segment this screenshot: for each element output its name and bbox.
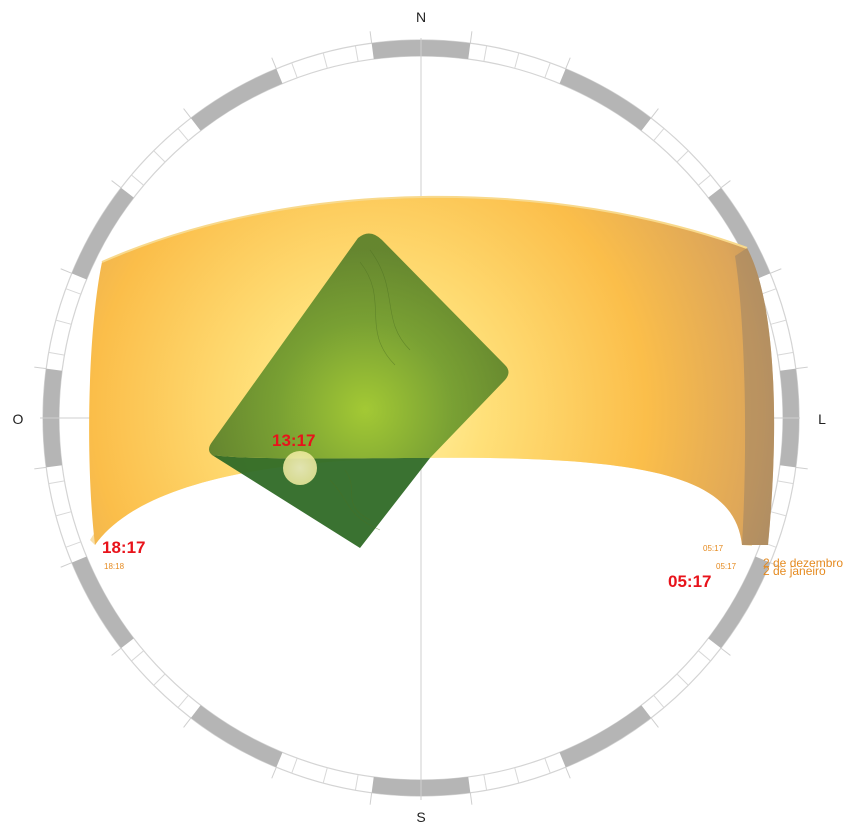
ring-segment bbox=[559, 705, 652, 768]
ring-long-tick bbox=[795, 466, 808, 470]
ring-tick bbox=[291, 62, 298, 79]
ring-long-tick bbox=[770, 268, 782, 274]
ring-long-tick bbox=[34, 366, 47, 370]
ring-long-tick bbox=[795, 366, 808, 370]
ring-tick bbox=[48, 351, 65, 356]
ring-tick bbox=[354, 774, 359, 791]
ring-segment bbox=[71, 187, 134, 280]
ring-segment bbox=[708, 187, 771, 280]
ring-long-tick bbox=[720, 647, 731, 656]
ring-long-tick bbox=[60, 562, 72, 568]
sunset-time-label: 18:17 bbox=[102, 538, 145, 557]
ring-tick bbox=[354, 45, 359, 62]
ring-tick bbox=[676, 150, 689, 163]
ring-tick bbox=[55, 319, 72, 325]
compass-south-label: S bbox=[416, 809, 425, 825]
sunrise-time-label: 05:17 bbox=[668, 572, 711, 591]
ring-tick bbox=[653, 694, 665, 708]
ring-segment bbox=[190, 68, 283, 131]
ring-long-tick bbox=[770, 562, 782, 568]
panel-upper bbox=[209, 233, 509, 459]
ring-tick bbox=[777, 480, 794, 485]
ring-tick bbox=[322, 767, 328, 784]
ring-segment bbox=[71, 556, 134, 649]
ring-long-ticks bbox=[34, 31, 808, 805]
ring-tick bbox=[153, 673, 166, 686]
ring-tick bbox=[697, 650, 711, 662]
ring-tick bbox=[291, 757, 298, 774]
ring-long-tick bbox=[183, 717, 192, 728]
panel-shadow-lower bbox=[212, 455, 430, 548]
ring-tick bbox=[483, 45, 488, 62]
ring-long-tick bbox=[469, 31, 473, 44]
ring-tick bbox=[653, 128, 665, 142]
ring-tick bbox=[177, 128, 189, 142]
ring-long-tick bbox=[60, 268, 72, 274]
sun-position-marker bbox=[283, 451, 317, 485]
ring-tick bbox=[483, 774, 488, 791]
ring-segment bbox=[559, 68, 652, 131]
ring-long-tick bbox=[650, 108, 659, 119]
ring-tick bbox=[131, 650, 145, 662]
ring-tick bbox=[760, 288, 777, 295]
ring-long-tick bbox=[650, 717, 659, 728]
ring-long-tick bbox=[271, 57, 277, 69]
panel-contours bbox=[329, 249, 411, 531]
ring-tick bbox=[177, 694, 189, 708]
ring-long-tick bbox=[271, 767, 277, 779]
ring-tick bbox=[770, 319, 787, 325]
ring-tick bbox=[544, 757, 551, 774]
ring-long-tick bbox=[111, 180, 122, 189]
ring-long-tick bbox=[111, 647, 122, 656]
ring-tick bbox=[322, 52, 328, 69]
noon-time-label: 13:17 bbox=[272, 431, 315, 450]
ring-tick bbox=[514, 52, 520, 69]
ring-long-tick bbox=[183, 108, 192, 119]
compass-ring bbox=[34, 31, 808, 805]
compass-east-label: L bbox=[818, 411, 826, 427]
ring-tick bbox=[777, 351, 794, 356]
ring-long-tick bbox=[565, 767, 571, 779]
band-top-edge bbox=[101, 195, 748, 263]
date-label-december: 2 de dezembro bbox=[763, 556, 843, 570]
solar-panel bbox=[209, 233, 509, 548]
ring-tick bbox=[153, 150, 166, 163]
ring-tick bbox=[544, 62, 551, 79]
ring-tick bbox=[514, 767, 520, 784]
band-right-shadow bbox=[735, 248, 775, 545]
ring-segment bbox=[190, 705, 283, 768]
sunset-alt-time-label: 18:18 bbox=[104, 562, 125, 571]
ring-long-tick bbox=[369, 31, 373, 44]
compass-west-label: O bbox=[13, 411, 24, 427]
ring-tick bbox=[48, 480, 65, 485]
ring-long-tick bbox=[34, 466, 47, 470]
ring-long-tick bbox=[369, 792, 373, 805]
compass-north-label: N bbox=[416, 9, 426, 25]
ring-tick bbox=[65, 288, 82, 295]
sunrise-alt-time-label-1: 05:17 bbox=[703, 544, 724, 553]
ring-tick bbox=[770, 511, 787, 517]
ring-segment bbox=[708, 556, 771, 649]
ring-long-tick bbox=[720, 180, 731, 189]
ring-tick bbox=[131, 174, 145, 186]
ring-tick bbox=[697, 174, 711, 186]
sunrise-alt-time-label-2: 05:17 bbox=[716, 562, 737, 571]
ring-long-tick bbox=[565, 57, 571, 69]
date-label-january: 2 de janeiro bbox=[763, 564, 826, 578]
ring-tick bbox=[65, 541, 82, 548]
ring-tick bbox=[55, 511, 72, 517]
ring-long-tick bbox=[469, 792, 473, 805]
ring-tick bbox=[676, 673, 689, 686]
ring-segments bbox=[43, 40, 799, 797]
